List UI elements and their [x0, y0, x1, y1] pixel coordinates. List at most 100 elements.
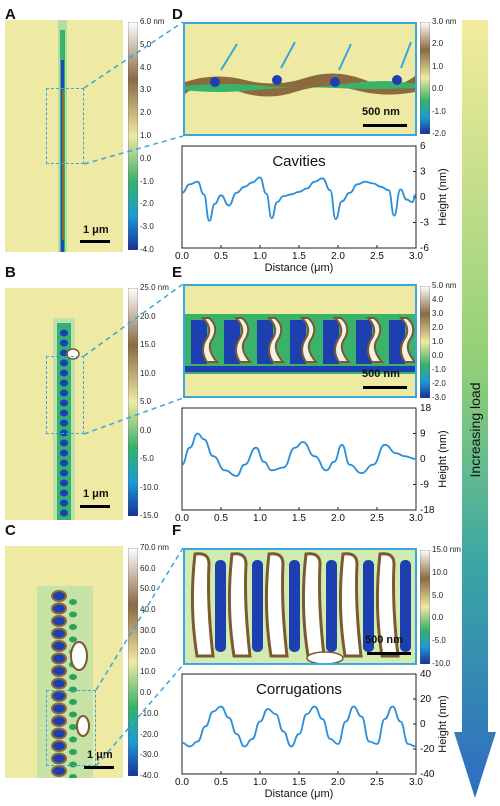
colorbar-tick-b: 5.0: [140, 397, 152, 406]
x-tick-label: 2.5: [370, 777, 384, 788]
colorbar-tick-a: 1.0: [140, 131, 152, 140]
colorbar-tick-e: -2.0: [432, 379, 446, 388]
scale-bar-label-b: 1 μm: [83, 488, 109, 500]
x-tick-label: 3.0: [409, 777, 423, 788]
colorbar-tick-c: 10.0: [140, 667, 156, 677]
y-tick-label: 18: [420, 404, 432, 414]
colorbar-tick-c: -10.0: [140, 708, 159, 718]
x-tick-label: 3.0: [409, 513, 423, 524]
colorbar-tick-e: 5.0 nm: [432, 281, 457, 290]
colorbar-tick-a: 4.0: [140, 62, 152, 72]
scale-bar-e: [363, 386, 407, 389]
y-tick-label: 0: [420, 192, 426, 203]
colorbar-tick-b: 15.0: [140, 340, 156, 349]
scale-bar-label-d: 500 nm: [362, 106, 400, 118]
panel-label-c: C: [5, 522, 16, 539]
colorbar-tick-e: -1.0: [432, 365, 446, 374]
y-tick-label: 20: [420, 694, 432, 705]
colorbar-d: [419, 21, 431, 139]
colorbar-tick-c: 30.0: [140, 625, 156, 635]
colorbar-tick-d: 1.0: [432, 61, 444, 71]
colorbar-tick-b: 20.0: [140, 311, 156, 321]
y-tick-label: 0: [420, 454, 426, 465]
colorbar-tick-a: 0.0: [140, 153, 152, 163]
afm-texture-f: [190, 552, 411, 658]
colorbar-tick-c: 50.0: [140, 584, 156, 594]
colorbar-tick-f: 0.0: [432, 613, 444, 623]
series-line-0: [181, 432, 417, 477]
scale-bar-f: [367, 652, 411, 655]
panel-label-d: D: [172, 6, 183, 23]
x-tick-label: 0.0: [175, 777, 189, 788]
afm-image-b: [5, 288, 123, 520]
afm-zoom-f: [183, 548, 417, 665]
y-tick-label: 6: [420, 142, 426, 152]
colorbar-tick-d: 3.0 nm: [432, 17, 457, 26]
x-tick-label: 1.0: [253, 513, 267, 524]
scale-bar-label-c: 1 μm: [87, 749, 113, 761]
height-profile-chart-cavities: 0.0 0.5 1.0 1.5 2.0 2.5 3.0 6 3 0 -3 -6 Height (nm) D…: [175, 142, 449, 274]
y-tick-label: 3: [420, 167, 426, 178]
colorbar-tick-b: 25.0 nm: [140, 283, 169, 292]
colorbar-tick-c: 70.0 nm: [140, 543, 169, 552]
colorbar-tick-c: -40.0: [140, 771, 159, 780]
colorbar-tick-e: 4.0: [432, 295, 444, 304]
afm-zoom-d: [183, 22, 417, 136]
height-profile-chart-corrugations: 0.0 0.5 1.0 1.5 2.0 2.5 3.0 40 20 0 -20 -40 Height (…: [175, 670, 449, 800]
chart-title: Cavities: [272, 153, 325, 170]
y-axis-label: Height (nm): [437, 430, 449, 487]
colorbar-f: [419, 549, 431, 669]
x-tick-label: 0.5: [214, 513, 228, 524]
colorbar-tick-f: -10.0: [432, 659, 451, 668]
afm-image-c: [5, 546, 123, 778]
colorbar-tick-e: -3.0: [432, 393, 446, 402]
colorbar-tick-c: 40.0: [140, 605, 156, 615]
colorbar-tick-c: 0.0: [140, 688, 152, 698]
x-tick-label: 1.0: [253, 777, 267, 788]
colorbar-tick-a: 5.0: [140, 39, 152, 49]
colorbar-tick-e: 1.0: [432, 337, 444, 346]
increasing-load-arrow: [454, 20, 496, 798]
x-axis-label: Distance (μm): [265, 788, 334, 800]
x-tick-label: 2.5: [370, 251, 384, 262]
scale-bar-label-f: 500 nm: [365, 634, 403, 646]
plot-area: [181, 145, 417, 249]
panel-label-b: B: [5, 264, 16, 281]
x-tick-label: 2.0: [331, 251, 345, 262]
zoom-box-b: [46, 356, 84, 434]
colorbar-tick-d: -2.0: [432, 129, 446, 138]
y-tick-label: 40: [420, 670, 432, 680]
colorbar-tick-e: 3.0: [432, 309, 444, 318]
colorbar-tick-f: 5.0: [432, 590, 444, 600]
colorbar-tick-d: 2.0: [432, 39, 444, 49]
colorbar-tick-b: -15.0: [140, 511, 159, 520]
series-line-0: [181, 176, 417, 222]
x-tick-label: 2.0: [331, 513, 345, 524]
y-tick-label: 9: [420, 429, 426, 440]
x-axis-label: Distance (μm): [265, 262, 334, 274]
height-profile-chart-middle: 0.0 0.5 1.0 1.5 2.0 2.5 3.0 18 9 0 -9 -18 Height (nm…: [175, 404, 449, 524]
y-axis-label: Height (nm): [437, 168, 449, 225]
colorbar-tick-a: 2.0: [140, 108, 152, 118]
y-tick-label: -40: [420, 769, 435, 780]
colorbar-tick-c: -30.0: [140, 750, 159, 760]
colorbar-tick-a: -1.0: [140, 176, 154, 186]
panel-label-a: A: [5, 6, 16, 23]
colorbar-tick-e: 0.0: [432, 351, 444, 360]
x-tick-label: 0.0: [175, 513, 189, 524]
colorbar-tick-c: -20.0: [140, 729, 159, 739]
panel-label-f: F: [172, 522, 182, 539]
y-tick-label: 0: [420, 719, 426, 730]
colorbar-tick-d: 0.0: [432, 84, 444, 94]
colorbar-tick-a: 6.0 nm: [140, 17, 165, 26]
x-tick-label: 0.0: [175, 251, 189, 262]
colorbar-tick-a: -4.0: [140, 245, 154, 254]
increasing-load-label: Increasing load: [467, 382, 483, 478]
x-tick-label: 1.5: [292, 513, 306, 524]
colorbar-tick-a: -2.0: [140, 199, 154, 209]
scale-bar-label-e: 500 nm: [362, 368, 400, 380]
colorbar-tick-a: 3.0: [140, 85, 152, 95]
scale-bar-a: [80, 240, 110, 243]
y-tick-label: -6: [420, 243, 429, 254]
